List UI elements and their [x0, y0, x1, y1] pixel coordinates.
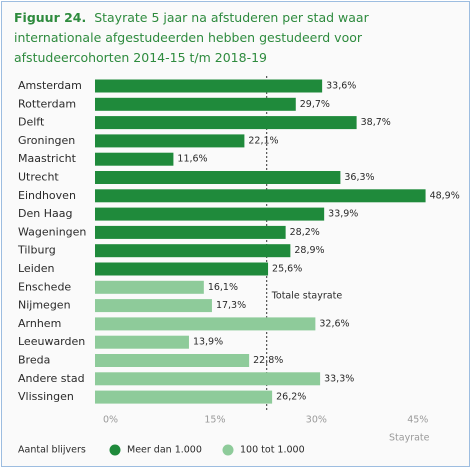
value-label: 28,2%	[290, 227, 320, 238]
bar	[95, 152, 174, 166]
y-tick-label: Andere stad	[18, 372, 85, 385]
value-label: 36,3%	[344, 172, 374, 183]
title-text: Stayrate 5 jaar na afstuderen per stad w…	[14, 10, 369, 65]
bar	[95, 134, 245, 148]
y-tick-label: Breda	[18, 354, 50, 367]
bar	[95, 280, 204, 294]
x-tick-label: 15%	[204, 415, 225, 426]
legend-title: Aantal blijvers	[18, 445, 86, 456]
x-tick-label: 30%	[306, 415, 327, 426]
value-label: 22,1%	[248, 135, 278, 146]
legend-label: 100 tot 1.000	[240, 445, 305, 456]
value-label: 48,9%	[430, 190, 460, 201]
bar	[95, 171, 341, 184]
legend-marker	[222, 444, 234, 456]
y-tick-label: Leeuwarden	[18, 335, 85, 348]
bar	[95, 354, 250, 367]
value-label: 33,6%	[326, 81, 356, 92]
bar	[95, 335, 189, 349]
y-tick-label: Nijmegen	[18, 299, 71, 312]
value-label: 26,2%	[276, 392, 306, 403]
y-tick-label: Arnhem	[18, 317, 61, 330]
value-label: 33,9%	[328, 209, 358, 220]
bar	[95, 244, 291, 258]
bar	[95, 116, 357, 130]
legend-label: Meer dan 1.000	[127, 445, 202, 456]
value-label: 28,9%	[294, 245, 324, 256]
x-tick-label: 0%	[103, 415, 118, 426]
x-axis-label: Stayrate	[389, 433, 430, 444]
bar	[95, 372, 321, 386]
y-tick-label: Delft	[18, 116, 45, 129]
bar	[95, 262, 269, 276]
reference-label: Totale stayrate	[271, 291, 343, 302]
y-tick-label: Tilburg	[17, 244, 56, 257]
x-tick-label: 45%	[407, 415, 428, 426]
y-tick-label: Eindhoven	[18, 189, 76, 202]
y-tick-label: Amsterdam	[18, 79, 82, 92]
bar	[95, 225, 286, 239]
chart-title: Figuur 24. Stayrate 5 jaar na afstuderen…	[14, 8, 454, 68]
value-label: 17,3%	[216, 300, 246, 311]
y-tick-label: Enschede	[18, 280, 71, 293]
bar	[95, 79, 323, 93]
value-label: 13,9%	[193, 337, 223, 348]
value-label: 29,7%	[300, 99, 330, 110]
value-label: 25,6%	[272, 264, 302, 275]
value-label: 16,1%	[208, 282, 238, 293]
y-tick-label: Rotterdam	[18, 97, 76, 110]
value-label: 33,3%	[324, 373, 354, 384]
y-tick-label: Maastricht	[18, 152, 77, 165]
bar	[95, 390, 273, 404]
value-label: 11,6%	[177, 154, 207, 165]
bar	[95, 97, 296, 111]
y-tick-label: Wageningen	[18, 225, 86, 238]
legend-marker	[109, 444, 121, 456]
y-tick-label: Utrecht	[18, 171, 59, 184]
y-tick-label: Groningen	[18, 134, 75, 147]
bar	[95, 189, 426, 203]
y-tick-label: Leiden	[18, 262, 55, 275]
figure-label: Figuur 24.	[14, 10, 87, 25]
bar	[95, 299, 212, 313]
value-label: 32,6%	[319, 318, 349, 329]
bar	[95, 207, 325, 221]
y-tick-label: Vlissingen	[18, 390, 74, 403]
value-label: 22,8%	[253, 355, 283, 366]
y-tick-label: Den Haag	[18, 207, 72, 220]
value-label: 38,7%	[361, 117, 391, 128]
bar	[95, 317, 316, 331]
